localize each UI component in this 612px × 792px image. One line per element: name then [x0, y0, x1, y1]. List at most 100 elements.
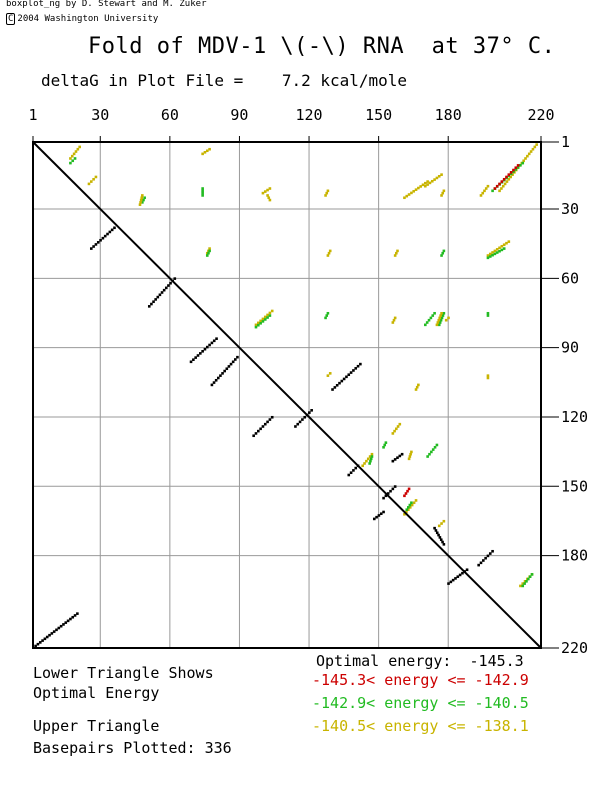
basepair-green: [410, 501, 413, 505]
basepair-yellow: [501, 184, 505, 188]
basepair-optimal: [438, 536, 442, 539]
basepair-optimal: [212, 381, 216, 384]
basepair-red: [406, 489, 409, 493]
basepair-yellow: [405, 194, 409, 198]
basepair-yellow: [509, 175, 512, 179]
basepair-optimal: [215, 337, 218, 340]
basepair-optimal: [52, 630, 56, 633]
basepair-optimal: [379, 512, 383, 516]
basepair-yellow: [139, 201, 142, 204]
basepair-green: [201, 194, 204, 197]
x-tick-label: 90: [230, 106, 248, 124]
basepair-green: [440, 254, 443, 257]
basepair-green: [266, 316, 269, 319]
basepair-yellow: [328, 249, 332, 253]
basepair-optimal: [382, 496, 385, 500]
basepair-green: [407, 506, 410, 509]
basepair-yellow: [391, 432, 395, 435]
basepair-optimal: [113, 226, 116, 230]
basepair-green: [430, 450, 433, 454]
basepair-yellow: [526, 154, 529, 158]
copyright-line: C 2004 Washington University: [6, 13, 158, 25]
basepair-optimal: [156, 295, 160, 299]
grid-lines: [33, 142, 541, 648]
basepair-yellow: [392, 318, 396, 322]
basepair-optimal: [92, 245, 95, 248]
basepair-green: [491, 253, 494, 257]
basepair-yellow: [505, 180, 509, 183]
basepair-green: [512, 170, 515, 173]
basepair-yellow: [527, 152, 531, 156]
basepair-yellow: [393, 316, 397, 320]
basepair-yellow: [486, 374, 490, 377]
basepair-optimal: [398, 454, 402, 458]
basepairs-label: Basepairs Plotted:: [33, 739, 196, 757]
basepair-green: [441, 314, 445, 317]
basepair-optimal: [254, 432, 258, 435]
basepair-green: [509, 172, 513, 176]
basepair-yellow: [498, 246, 501, 250]
basepair-optimal: [48, 633, 51, 637]
basepair-optimal: [150, 302, 153, 306]
basepair-yellow: [498, 189, 501, 193]
basepairs-value: 336: [204, 739, 232, 757]
basepair-green: [201, 191, 204, 195]
basepair-yellow: [328, 372, 332, 375]
basepair-yellow: [414, 388, 418, 391]
basepair-optimal: [231, 360, 235, 364]
basepair-yellow: [407, 193, 411, 196]
basepair-yellow: [491, 251, 494, 254]
basepair-optimal: [456, 575, 460, 578]
deltag-value: 7.2 kcal/mole: [281, 71, 408, 90]
basepair-yellow: [417, 186, 420, 190]
basepair-green: [382, 445, 385, 449]
basepair-optimal: [234, 358, 237, 361]
basepair-yellow: [522, 159, 525, 163]
basepair-yellow: [263, 315, 267, 319]
basepair-yellow: [208, 147, 211, 151]
basepair-green: [442, 249, 446, 253]
basepair-optimal: [167, 284, 170, 287]
basepair-optimal: [73, 614, 77, 617]
basepair-optimal: [354, 466, 358, 470]
basepair-yellow: [324, 194, 327, 197]
energy-band-green: -142.9< energy <= -140.5: [312, 694, 529, 712]
basepair-yellow: [421, 183, 425, 187]
basepair-yellow: [479, 194, 483, 197]
basepair-optimal: [433, 526, 436, 530]
optimal-energy: Optimal energy: -145.3: [316, 652, 524, 670]
y-tick-label: 60: [561, 269, 579, 287]
basepair-yellow: [70, 154, 74, 158]
basepair-yellow: [366, 457, 370, 461]
basepair-yellow: [408, 506, 412, 509]
basepair-optimal: [221, 372, 224, 375]
basepair-yellow: [410, 503, 414, 507]
basepair-optimal: [491, 549, 494, 553]
basepair-green: [259, 321, 262, 325]
basepair-yellow: [257, 321, 260, 325]
basepair-red: [493, 187, 497, 190]
basepair-yellow: [138, 203, 142, 206]
x-tick-label: 60: [161, 106, 179, 124]
basepair-green: [254, 325, 258, 329]
basepair-optimal: [199, 352, 202, 355]
basepair-optimal: [66, 619, 70, 623]
basepair-green: [488, 255, 492, 258]
basepair-yellow: [430, 179, 434, 183]
basepair-yellow: [409, 452, 412, 456]
basepair-optimal: [212, 339, 216, 343]
basepair-green: [442, 311, 446, 315]
basepair-green: [261, 320, 265, 323]
basepair-green: [431, 314, 435, 317]
legend-lower-1: Lower Triangle Shows: [33, 664, 214, 682]
basepair-green: [528, 575, 532, 578]
basepair-optimal: [301, 418, 304, 421]
basepair-optimal: [442, 543, 446, 546]
basepair-red: [509, 171, 513, 174]
basepair-optimal: [372, 517, 376, 521]
basepair-optimal: [486, 554, 490, 558]
basepair-optimal: [210, 341, 214, 345]
x-tick-label: 120: [295, 106, 322, 124]
basepair-optimal: [57, 626, 61, 630]
